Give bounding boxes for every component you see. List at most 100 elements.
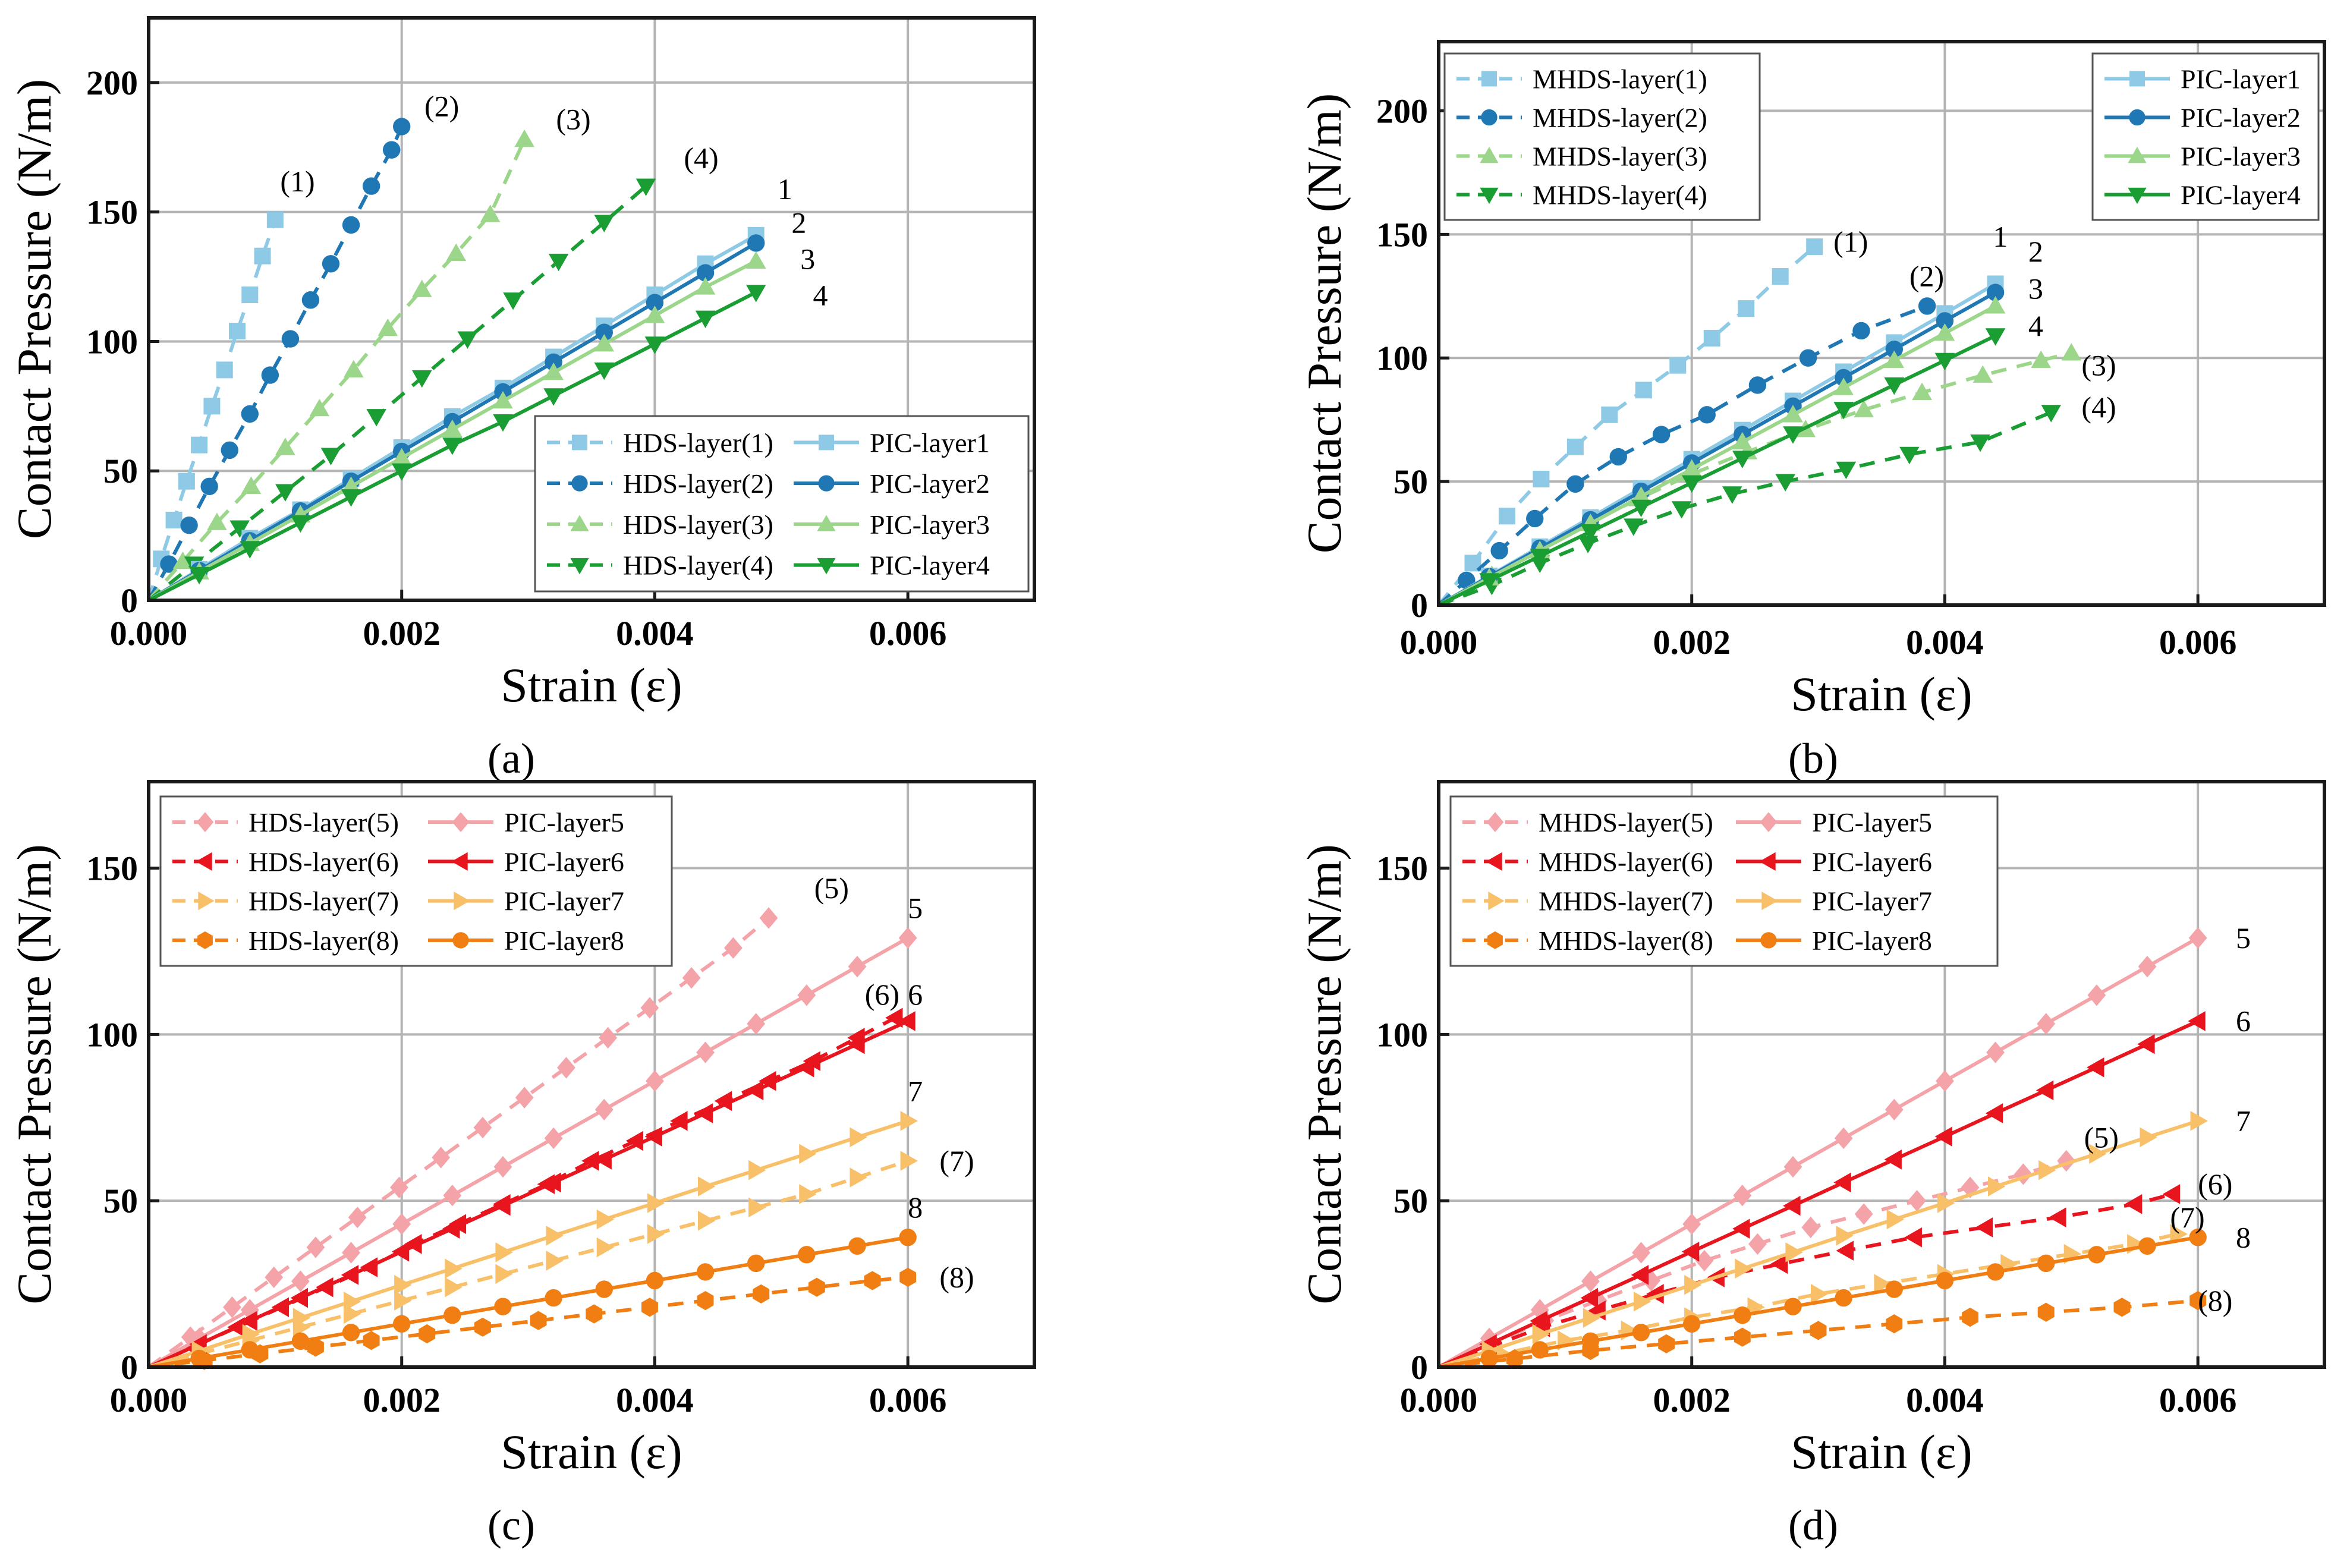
x-tick-label: 0.006 bbox=[2159, 1381, 2237, 1419]
series-line bbox=[1437, 304, 1928, 607]
legend-marker bbox=[570, 558, 589, 575]
series-PIC-layer4 bbox=[1437, 328, 2006, 607]
chart-panel-1: 0.000 0.002 0.004 0.006 0 50 100 150 200 Strain (… bbox=[7, 16, 1036, 782]
legend-item: HDS-layer(3) bbox=[547, 509, 773, 540]
series-line bbox=[147, 138, 526, 602]
data-point bbox=[898, 1011, 916, 1031]
y-tick-label: 50 bbox=[1393, 462, 1428, 501]
data-point bbox=[544, 1127, 563, 1150]
annotation-label: 8 bbox=[908, 1191, 923, 1224]
legend-box bbox=[534, 415, 1030, 593]
annotation-label: 1 bbox=[1993, 220, 2008, 253]
data-point bbox=[1609, 448, 1627, 466]
legend-marker bbox=[1488, 892, 1505, 911]
legend-item: PIC-layer7 bbox=[1736, 886, 1932, 917]
legend-label: PIC-layer7 bbox=[1812, 886, 1932, 917]
data-point bbox=[2138, 1237, 2156, 1255]
data-point bbox=[1566, 475, 1584, 493]
legend-marker bbox=[1481, 109, 1498, 126]
data-point bbox=[1833, 402, 1854, 420]
legend-label: PIC-layer5 bbox=[1812, 807, 1932, 837]
legend-item: PIC-layer2 bbox=[794, 468, 990, 499]
data-point bbox=[180, 516, 198, 534]
data-point bbox=[1681, 459, 1702, 477]
data-point bbox=[1530, 1299, 1549, 1321]
legend-label: PIC-layer3 bbox=[2181, 141, 2301, 172]
data-point bbox=[382, 141, 401, 159]
legend-label: PIC-layer8 bbox=[1812, 925, 1932, 956]
data-point bbox=[1784, 1298, 1802, 1315]
data-point bbox=[2137, 1034, 2155, 1054]
series-line bbox=[148, 1235, 908, 1369]
data-point bbox=[503, 292, 523, 310]
data-point bbox=[1684, 1274, 1702, 1295]
data-point bbox=[753, 1284, 770, 1303]
panel-label: (d) bbox=[1788, 1501, 1838, 1549]
data-point bbox=[216, 361, 233, 379]
data-point bbox=[695, 310, 716, 329]
legend-marker bbox=[2129, 71, 2145, 87]
annotation-label: (8) bbox=[2198, 1284, 2232, 1317]
data-point bbox=[391, 463, 412, 481]
data-point bbox=[745, 1080, 764, 1101]
data-point bbox=[1934, 352, 1955, 371]
data-point bbox=[348, 1206, 367, 1229]
series-MHDS-layer(8) bbox=[1438, 1291, 2207, 1369]
data-point bbox=[1633, 1291, 1651, 1312]
data-point bbox=[307, 1337, 324, 1357]
data-point bbox=[1834, 1127, 1853, 1150]
legend: MHDS-layer(5) PIC-layer5 MHDS-layer(6) PIC-… bbox=[1449, 795, 1999, 967]
data-point bbox=[261, 366, 279, 384]
legend-marker bbox=[1486, 852, 1502, 871]
data-point bbox=[411, 279, 432, 297]
data-point bbox=[442, 437, 463, 455]
data-point bbox=[1884, 350, 1905, 368]
data-point bbox=[848, 1237, 866, 1255]
legend-label: PIC-layer6 bbox=[504, 846, 624, 877]
data-point bbox=[2049, 1207, 2066, 1227]
legend-box bbox=[159, 795, 673, 967]
y-tick-label: 150 bbox=[86, 849, 138, 888]
legend-label: HDS-layer(5) bbox=[248, 807, 399, 837]
data-point bbox=[494, 1298, 512, 1315]
plot-frame bbox=[147, 780, 1036, 1369]
legend-marker bbox=[2128, 146, 2147, 163]
series-line bbox=[1437, 1019, 2199, 1369]
data-point bbox=[342, 1242, 360, 1264]
y-tick-label: 200 bbox=[1376, 92, 1428, 130]
legend-marker bbox=[1480, 146, 1499, 163]
data-point bbox=[366, 409, 386, 427]
annotation-label: (5) bbox=[814, 871, 849, 905]
legend-label: MHDS-layer(2) bbox=[1533, 103, 1707, 133]
data-point bbox=[1783, 1155, 1802, 1178]
series-line bbox=[1438, 1119, 2199, 1369]
series-HDS-layer(5) bbox=[147, 907, 778, 1369]
data-point bbox=[1671, 501, 1692, 519]
legend-item: MHDS-layer(3) bbox=[1456, 141, 1707, 172]
legend-item: MHDS-layer(4) bbox=[1456, 180, 1707, 210]
data-point bbox=[1884, 377, 1905, 395]
data-point bbox=[1748, 376, 1767, 394]
data-point bbox=[695, 1103, 713, 1123]
data-point bbox=[1658, 1334, 1675, 1353]
data-point bbox=[1498, 508, 1515, 525]
legend-item: HDS-layer(1) bbox=[547, 427, 773, 458]
data-point bbox=[445, 1277, 463, 1298]
data-point bbox=[254, 247, 271, 265]
legend: PIC-layer1 PIC-layer2 PIC-layer3 PIC-layer4 bbox=[2091, 52, 2320, 221]
data-point bbox=[885, 1007, 903, 1028]
data-point bbox=[1874, 1274, 1892, 1294]
data-point bbox=[594, 1149, 612, 1170]
data-point bbox=[696, 1263, 715, 1281]
data-point bbox=[644, 306, 665, 323]
annotation-label: 2 bbox=[791, 206, 806, 240]
data-point bbox=[2170, 1224, 2188, 1244]
legend-label: HDS-layer(7) bbox=[248, 886, 399, 917]
data-point bbox=[443, 1306, 461, 1324]
x-tick-label: 0.006 bbox=[869, 1381, 947, 1419]
annotation-label: 6 bbox=[908, 978, 923, 1011]
data-point bbox=[646, 294, 664, 311]
annotation-label: 7 bbox=[2236, 1104, 2251, 1138]
legend-marker bbox=[1487, 931, 1503, 949]
data-point bbox=[1918, 297, 1936, 315]
